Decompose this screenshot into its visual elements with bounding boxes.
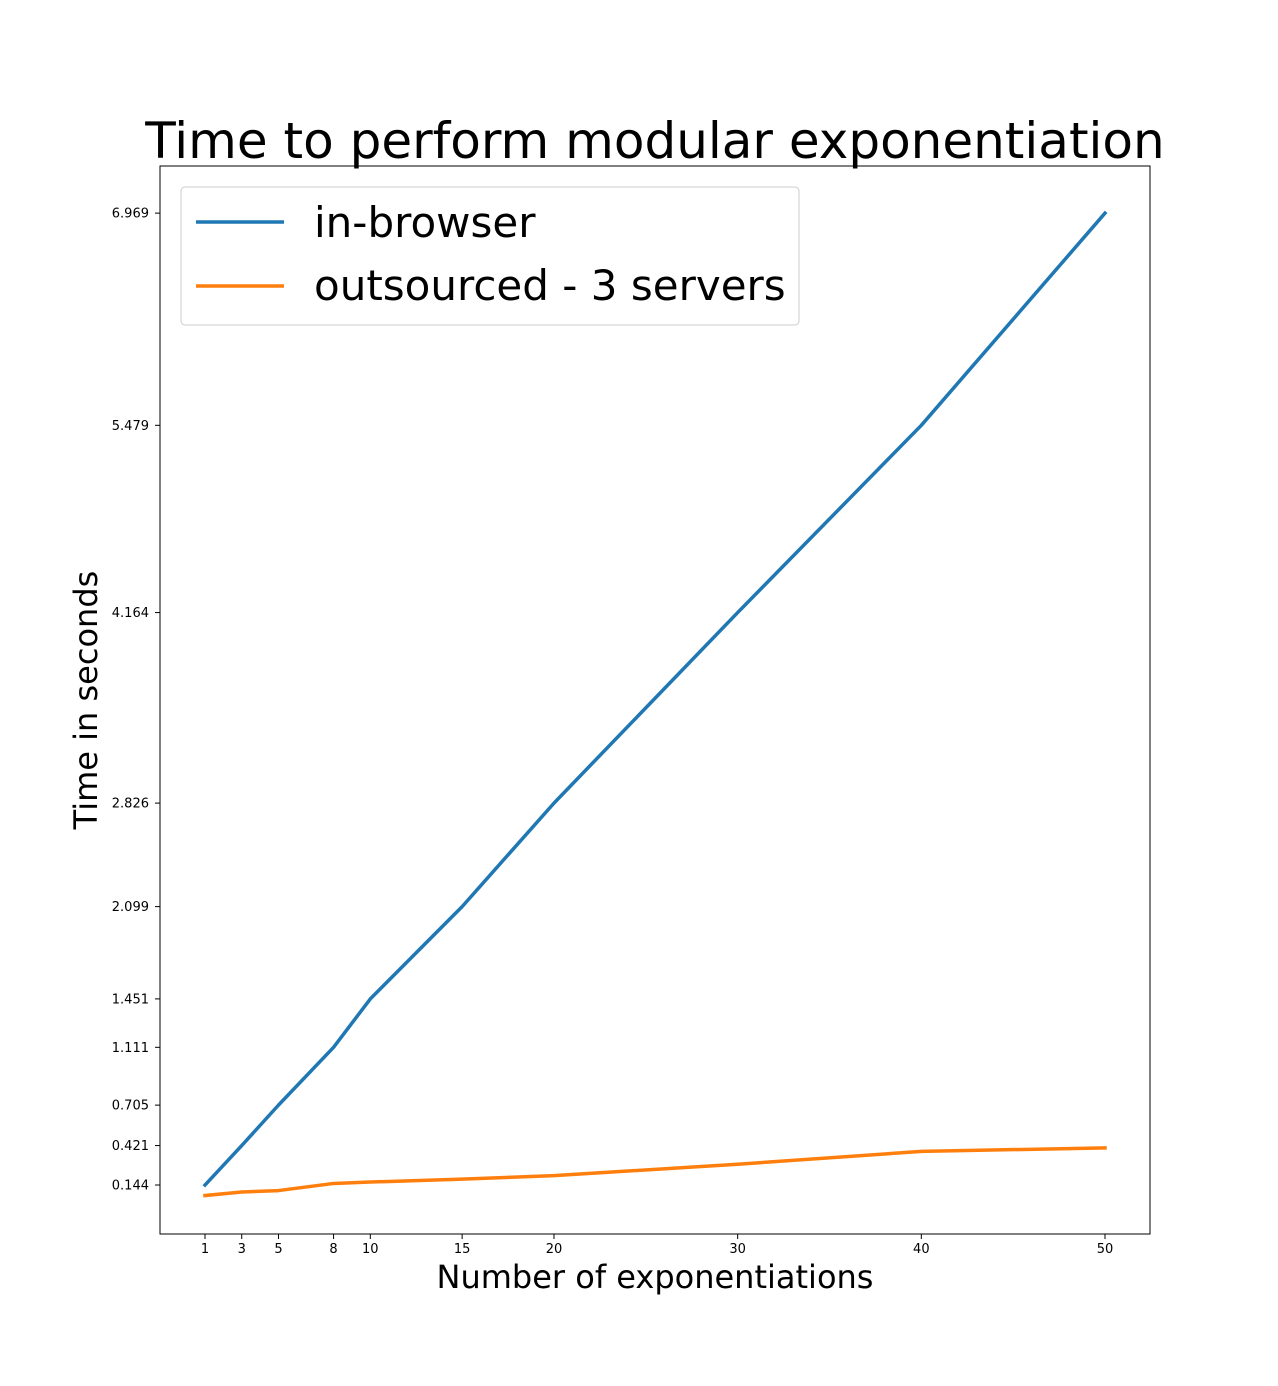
legend-box (180, 186, 800, 326)
y-tick-label: 0.144 (112, 1179, 149, 1194)
x-tick-label: 10 (362, 1242, 379, 1257)
x-tick-label: 30 (729, 1242, 746, 1257)
x-tick-label: 1 (201, 1242, 209, 1257)
y-tick-label: 1.451 (112, 992, 149, 1007)
x-tick-label: 3 (238, 1242, 246, 1257)
y-tick-label: 0.421 (112, 1139, 149, 1154)
y-tick-label: 2.099 (112, 900, 149, 915)
x-tick-label: 20 (546, 1242, 563, 1257)
series-line-in-browser (202, 210, 1108, 1188)
legend-label-in-browser: in-browser (314, 198, 536, 247)
chart-title: Time to perform modular exponentiation (144, 112, 1164, 170)
plot-frame (159, 165, 1151, 1235)
y-tick-label: 4.164 (112, 606, 149, 621)
x-axis-label: Number of exponentiations (437, 1258, 874, 1296)
series-lines (202, 210, 1108, 1198)
x-tick-label: 5 (274, 1242, 282, 1257)
series-line-outsourced (203, 1146, 1107, 1198)
x-tick-label: 40 (913, 1242, 930, 1257)
y-tick-label: 1.111 (112, 1041, 149, 1056)
x-tick-label: 8 (329, 1242, 337, 1257)
y-tick-label: 5.479 (112, 419, 149, 434)
x-axis: 1 3 5 8 10 15 20 30 40 50 (201, 1234, 1113, 1257)
y-axis: 0.144 0.421 0.705 1.111 1.451 2.099 2.826 4.164… (112, 207, 160, 1194)
legend-label-outsourced: outsourced - 3 servers (314, 261, 786, 310)
legend: in-browser outsourced - 3 servers (180, 186, 800, 326)
x-tick-label: 15 (454, 1242, 471, 1257)
y-tick-label: 6.969 (112, 207, 149, 222)
x-tick-label: 50 (1097, 1242, 1114, 1257)
y-tick-label: 2.826 (112, 797, 149, 812)
y-tick-label: 0.705 (112, 1099, 149, 1114)
plot-area (159, 165, 1151, 1235)
y-axis-label: Time in seconds (67, 571, 105, 831)
